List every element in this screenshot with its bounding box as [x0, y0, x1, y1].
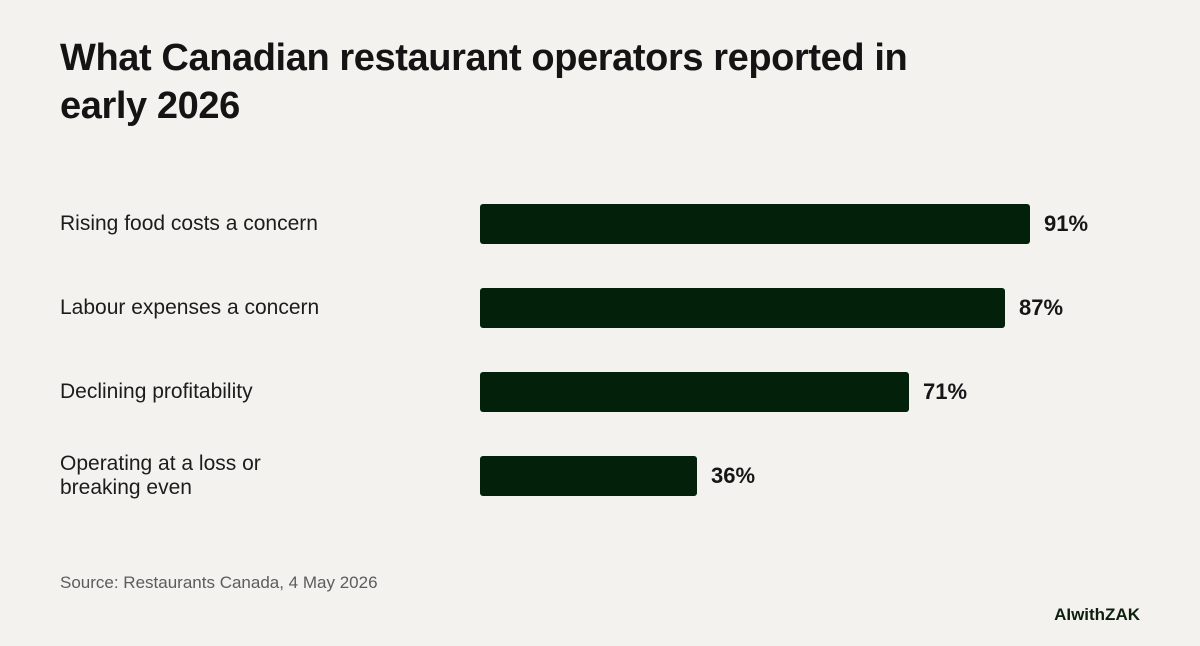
source-note: Source: Restaurants Canada, 4 May 2026	[60, 573, 378, 592]
bar	[480, 372, 909, 412]
bar	[480, 456, 697, 496]
bar-chart: Rising food costs a concern 91% Labour exp…	[60, 204, 1089, 499]
category-label: Rising food costs a concern	[60, 212, 318, 235]
category-label: Operating at a loss or breaking even	[60, 452, 261, 499]
bar	[480, 204, 1030, 244]
category-label: Declining profitability	[60, 380, 253, 403]
value-label: 87%	[1019, 295, 1064, 320]
brand-logo: AIwithZAK	[1054, 605, 1140, 624]
value-label: 71%	[923, 379, 968, 404]
value-label: 91%	[1044, 211, 1089, 236]
bar	[480, 288, 1005, 328]
chart-title: What Canadian restaurant operators repor…	[60, 37, 908, 127]
category-label: Labour expenses a concern	[60, 296, 320, 319]
value-label: 36%	[711, 463, 756, 488]
